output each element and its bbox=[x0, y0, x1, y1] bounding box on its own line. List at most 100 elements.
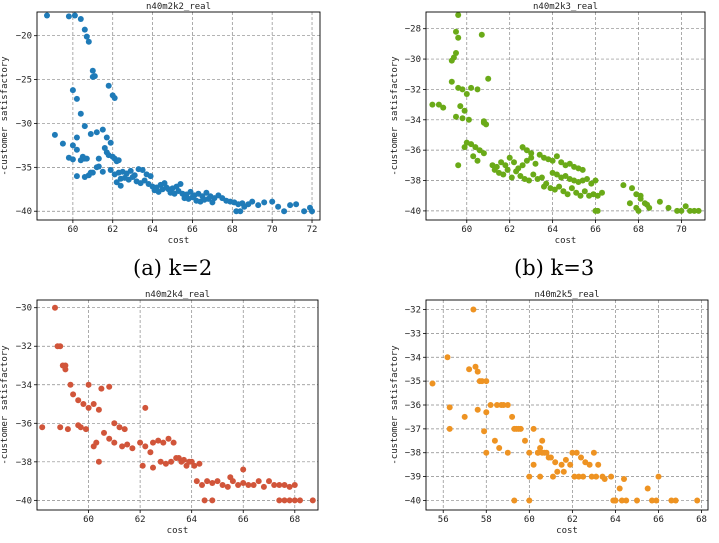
x-tick-label: 60 bbox=[83, 515, 94, 525]
data-point bbox=[139, 462, 146, 469]
chart-k5-svg: n40m2k5_real 56 58 60 62 64 66 68 −40 −39 −38 −37 −3… bbox=[390, 290, 709, 536]
data-point bbox=[203, 189, 210, 196]
data-point bbox=[98, 385, 105, 392]
data-point bbox=[162, 460, 169, 467]
data-point bbox=[483, 121, 490, 128]
data-point bbox=[562, 173, 569, 179]
data-point bbox=[124, 441, 131, 448]
data-point bbox=[549, 157, 556, 164]
data-point bbox=[115, 157, 122, 164]
y-tick-label: −40 bbox=[16, 207, 32, 217]
y-tick-label: −38 bbox=[405, 177, 421, 187]
x-tick-label: 60 bbox=[461, 225, 472, 235]
data-point bbox=[483, 378, 490, 385]
data-point bbox=[550, 473, 556, 480]
data-point bbox=[634, 497, 640, 504]
data-point bbox=[515, 425, 522, 432]
data-point bbox=[281, 482, 288, 488]
data-point bbox=[224, 483, 231, 490]
data-point bbox=[522, 437, 528, 444]
data-point bbox=[297, 497, 303, 504]
data-point bbox=[577, 192, 584, 199]
data-point bbox=[472, 363, 479, 370]
data-point bbox=[635, 207, 642, 214]
chart-k2-svg: n40m2k2_real 60 62 64 66 68 70 72 −40 −35 −30 −25 −2… bbox=[0, 2, 321, 246]
data-point bbox=[665, 204, 672, 211]
data-point bbox=[621, 476, 627, 482]
data-point bbox=[286, 497, 293, 504]
data-point bbox=[81, 26, 88, 33]
data-point bbox=[446, 404, 453, 411]
y-tick-label: −32 bbox=[405, 306, 421, 316]
data-point bbox=[629, 185, 635, 192]
chart-title: n40m2k2_real bbox=[146, 2, 211, 12]
chart-title: n40m2k5_real bbox=[534, 290, 599, 300]
data-point bbox=[461, 144, 468, 151]
y-tick-label: −35 bbox=[16, 163, 32, 173]
data-point bbox=[281, 208, 288, 215]
y-tick-label: −20 bbox=[16, 32, 32, 42]
data-point bbox=[695, 207, 702, 214]
data-point bbox=[150, 464, 156, 471]
data-point bbox=[69, 87, 76, 94]
data-point bbox=[537, 473, 544, 480]
data-point bbox=[468, 141, 475, 148]
data-point bbox=[64, 426, 71, 433]
data-point bbox=[528, 150, 535, 157]
data-point bbox=[107, 167, 114, 173]
data-point bbox=[309, 497, 316, 504]
chart-k4: n40m2k4_real 60 62 64 66 68 −40 −38 −36 −34 −32 −30… bbox=[0, 288, 330, 543]
data-point bbox=[517, 173, 524, 179]
data-point bbox=[523, 147, 530, 154]
x-tick-label: 60 bbox=[524, 515, 535, 525]
data-point bbox=[240, 466, 247, 473]
y-tick-label: −40 bbox=[405, 496, 421, 506]
data-point bbox=[177, 181, 184, 187]
data-point bbox=[483, 449, 490, 456]
y-tick-label: −34 bbox=[405, 116, 421, 126]
data-point bbox=[558, 461, 565, 468]
x-tick-label: 64 bbox=[186, 515, 197, 525]
data-point bbox=[610, 497, 617, 504]
data-point bbox=[481, 428, 488, 435]
chart-k3: n40m2k3_real 60 62 64 66 68 70 −40 −38 −36 −34 −32 −… bbox=[390, 0, 719, 255]
data-point bbox=[137, 439, 144, 446]
data-point bbox=[626, 200, 633, 207]
data-point bbox=[541, 183, 547, 190]
plot-frame bbox=[36, 299, 319, 511]
data-point bbox=[637, 192, 644, 199]
y-tick-label: −30 bbox=[16, 119, 32, 129]
data-point bbox=[129, 445, 136, 452]
data-point bbox=[532, 160, 539, 167]
data-point bbox=[455, 34, 462, 41]
data-point bbox=[199, 482, 205, 488]
data-point bbox=[678, 207, 685, 214]
data-point bbox=[474, 368, 481, 375]
y-tick-label: −35 bbox=[405, 377, 421, 387]
y-tick-label: −39 bbox=[405, 473, 421, 483]
data-point bbox=[580, 473, 587, 480]
data-point bbox=[429, 101, 436, 108]
data-point bbox=[581, 188, 588, 195]
chart-k4-svg: n40m2k4_real 60 62 64 66 68 −40 −38 −36 −34 −32 −30… bbox=[0, 290, 319, 536]
x-tick-label: 68 bbox=[696, 515, 707, 525]
data-point bbox=[694, 497, 701, 504]
data-point bbox=[553, 171, 560, 178]
data-point bbox=[62, 362, 69, 369]
data-point bbox=[509, 413, 516, 420]
y-tick-label: −36 bbox=[16, 419, 32, 429]
plot-frame bbox=[36, 11, 321, 221]
data-point bbox=[255, 202, 262, 209]
data-point bbox=[180, 456, 187, 463]
data-point bbox=[111, 95, 118, 101]
data-point bbox=[568, 185, 575, 192]
data-point bbox=[448, 78, 455, 85]
y-tick-label: −30 bbox=[16, 304, 32, 314]
data-point bbox=[453, 113, 459, 120]
data-point bbox=[91, 73, 98, 80]
data-point bbox=[93, 129, 100, 136]
data-point bbox=[687, 207, 693, 214]
data-point bbox=[160, 439, 167, 446]
data-point bbox=[189, 194, 196, 201]
data-point bbox=[101, 429, 107, 436]
